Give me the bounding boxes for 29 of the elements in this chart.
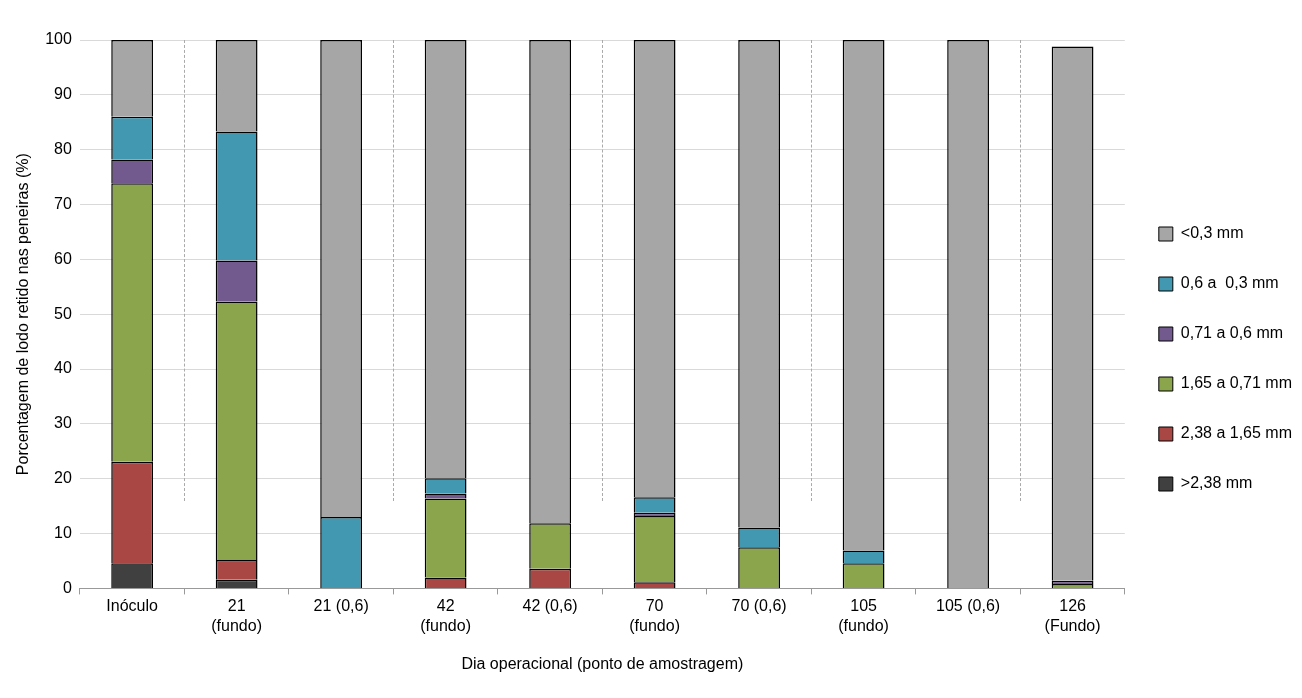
y-tick-label: 20: [54, 469, 72, 487]
y-tick-label: 70: [54, 194, 72, 212]
legend-label: 2,38 a 1,65 mm: [1180, 424, 1292, 442]
legend-label: 1,65 a 0,71 mm: [1180, 374, 1292, 392]
legend-label: 0,71 a 0,6 mm: [1180, 324, 1284, 342]
y-tick-label: 30: [54, 414, 72, 432]
y-tick-label: 60: [54, 249, 72, 267]
x-tick-label: 21 (fundo): [211, 597, 262, 634]
x-tick-label: 42 (fundo): [420, 597, 471, 634]
x-tick-label: 126 (Fundo): [1044, 597, 1101, 634]
x-tick-label: 105 (0,6): [936, 597, 1001, 615]
y-tick-label: 10: [54, 523, 72, 541]
legend-label: >2,38 mm: [1180, 474, 1253, 492]
y-tick-label: 100: [45, 30, 72, 48]
x-tick-label: 70 (fundo): [629, 597, 680, 634]
y-tick-label: 90: [54, 85, 72, 103]
x-tick-label: 105 (fundo): [838, 597, 889, 634]
x-tick-label: Inóculo: [106, 597, 159, 615]
y-tick-label: 40: [54, 359, 72, 377]
x-tick-label: 70 (0,6): [731, 597, 787, 615]
x-tick-label: 21 (0,6): [313, 597, 369, 615]
x-axis-title: Dia operacional (ponto de amostragem): [461, 654, 744, 672]
x-tick-label: 42 (0,6): [522, 597, 578, 615]
y-axis-title: Porcentagem de lodo retido nas peneiras (%): [14, 153, 32, 476]
y-tick-label: 50: [54, 304, 72, 322]
y-tick-label: 0: [62, 578, 72, 596]
legend-label: <0,3 mm: [1180, 224, 1244, 242]
y-tick-label: 80: [54, 140, 72, 158]
legend-label: 0,6 a 0,3 mm: [1180, 274, 1279, 292]
